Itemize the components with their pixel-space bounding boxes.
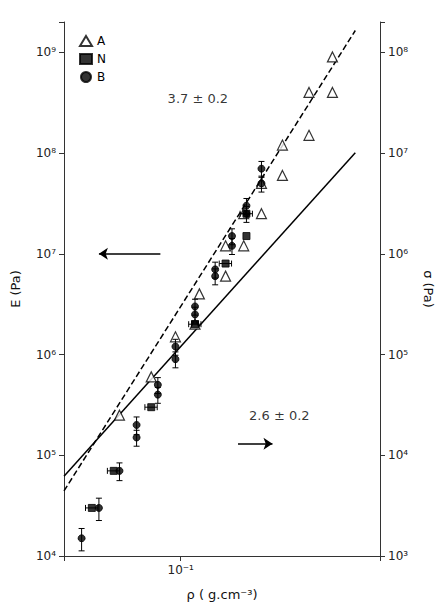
svg-text:10⁻¹: 10⁻¹ xyxy=(167,563,194,577)
svg-text:10⁵: 10⁵ xyxy=(36,448,56,462)
svg-text:10⁶: 10⁶ xyxy=(36,348,56,362)
svg-text:10⁴: 10⁴ xyxy=(36,549,56,563)
svg-text:10⁶: 10⁶ xyxy=(388,247,408,261)
svg-text:A: A xyxy=(97,34,106,48)
svg-text:10³: 10³ xyxy=(388,549,408,563)
svg-text:10⁸: 10⁸ xyxy=(36,146,56,160)
svg-text:3.7 ± 0.2: 3.7 ± 0.2 xyxy=(168,91,229,106)
svg-text:10⁷: 10⁷ xyxy=(36,247,56,261)
svg-text:10⁷: 10⁷ xyxy=(388,146,408,160)
svg-text:2.6 ± 0.2: 2.6 ± 0.2 xyxy=(249,408,310,423)
svg-text:ρ ( g.cm⁻³): ρ ( g.cm⁻³) xyxy=(187,587,258,602)
svg-text:σ (Pa): σ (Pa) xyxy=(421,270,436,308)
svg-text:B: B xyxy=(97,70,105,84)
svg-text:E (Pa): E (Pa) xyxy=(8,270,23,308)
svg-text:10⁹: 10⁹ xyxy=(36,45,56,59)
svg-text:N: N xyxy=(97,52,106,66)
svg-text:10⁴: 10⁴ xyxy=(388,448,408,462)
svg-text:10⁸: 10⁸ xyxy=(388,45,408,59)
svg-text:10⁵: 10⁵ xyxy=(388,348,408,362)
